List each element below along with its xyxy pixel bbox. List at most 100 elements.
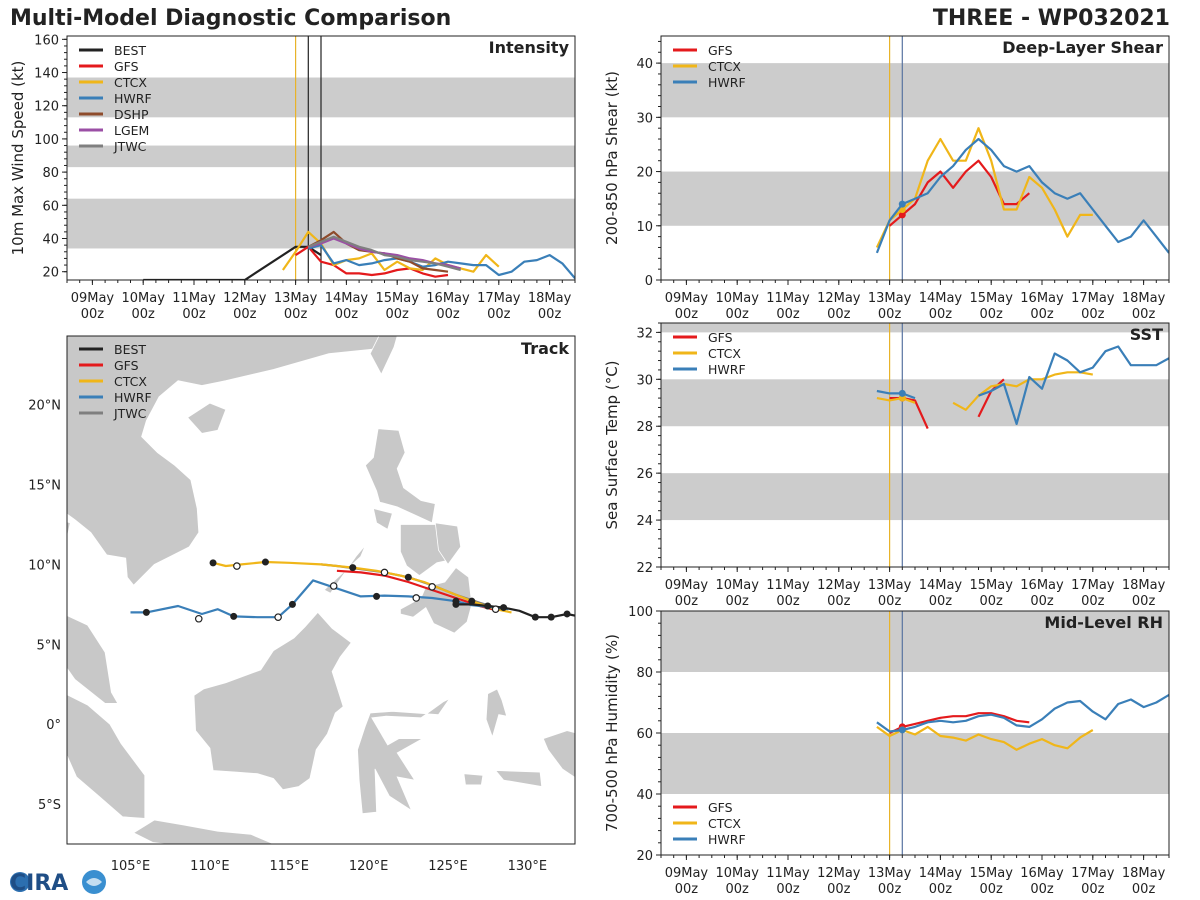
track-marker-best bbox=[531, 613, 539, 621]
shear-xtick-day: 13May bbox=[868, 291, 912, 306]
land-palawan bbox=[323, 545, 366, 594]
sst-legend-label-hwrf: HWRF bbox=[708, 362, 746, 377]
rh-legend-label-ctcx: CTCX bbox=[708, 816, 741, 831]
land-borneo bbox=[193, 611, 352, 791]
sst-title: SST bbox=[1130, 325, 1163, 344]
land-buru bbox=[463, 773, 484, 786]
shear-series-group bbox=[875, 127, 1169, 254]
track-marker-ctcx bbox=[209, 559, 217, 567]
track-marker-hollow-ctcx bbox=[233, 562, 241, 570]
sst-series-gfs-seg0 bbox=[889, 397, 929, 430]
shear-xtick-hour: 00z bbox=[776, 307, 800, 322]
land-sulawesi bbox=[357, 698, 450, 815]
shear-xtick-hour: 00z bbox=[929, 307, 953, 322]
intensity-legend-label-best: BEST bbox=[114, 43, 146, 58]
shear-xtick-day: 09May bbox=[665, 291, 709, 306]
sst-xtick-day: 14May bbox=[919, 578, 963, 593]
sst-series-group bbox=[876, 345, 1169, 430]
track-marker-best bbox=[484, 602, 492, 610]
land-luzon bbox=[364, 428, 436, 524]
intensity-legend-label-ctcx: CTCX bbox=[114, 75, 147, 90]
rh-legend-label-hwrf: HWRF bbox=[708, 832, 746, 847]
shear-xtick-day: 16May bbox=[1020, 291, 1064, 306]
track-xtick-label: 105°E bbox=[111, 859, 151, 874]
shear-xtick-day: 15May bbox=[969, 291, 1013, 306]
track-ytick-label: 5°N bbox=[37, 638, 62, 653]
intensity-xtick-day: 10May bbox=[121, 291, 165, 306]
sst-series-ctcx-seg1 bbox=[952, 371, 1093, 411]
intensity-xtick-hour: 00z bbox=[233, 307, 257, 322]
shear-ytick-label: 40 bbox=[636, 57, 653, 72]
shear-band-1 bbox=[661, 63, 1169, 118]
intensity-xtick-day: 14May bbox=[325, 291, 369, 306]
sst-band-0 bbox=[661, 473, 1169, 521]
intensity-ytick-label: 20 bbox=[42, 266, 59, 281]
intensity-xtick-day: 12May bbox=[223, 291, 267, 306]
land-halmahera bbox=[485, 688, 508, 739]
sst-series-hwrf-seg1 bbox=[978, 345, 1169, 425]
track-marker-hollow-hwrf bbox=[194, 614, 203, 623]
sst-xtick-hour: 00z bbox=[980, 594, 1004, 609]
track-marker-ctcx bbox=[349, 564, 357, 572]
shear-xtick-day: 12May bbox=[817, 291, 861, 306]
page-title: Multi-Model Diagnostic Comparison bbox=[10, 6, 452, 31]
shear-ytick-label: 20 bbox=[636, 166, 653, 181]
shear-legend-label-ctcx: CTCX bbox=[708, 59, 741, 74]
intensity-xtick-day: 16May bbox=[426, 291, 470, 306]
track-marker-ctcx bbox=[404, 573, 412, 581]
shear-panel: 01020304009May00z10May00z11May00z12May00… bbox=[603, 35, 1170, 322]
rh-xtick-hour: 00z bbox=[929, 882, 953, 897]
sst-panel: 22242628303209May00z10May00z11May00z12Ma… bbox=[603, 322, 1170, 609]
intensity-legend-label-lgem: LGEM bbox=[114, 123, 149, 138]
sst-xtick-day: 12May bbox=[817, 578, 861, 593]
track-ytick-label: 10°N bbox=[28, 558, 61, 573]
intensity-xtick-hour: 00z bbox=[182, 307, 206, 322]
sst-legend-label-gfs: GFS bbox=[708, 330, 733, 345]
track-marker-hollow-ctcx bbox=[491, 605, 500, 613]
rh-xtick-hour: 00z bbox=[1030, 882, 1054, 897]
track-ytick-label: 0° bbox=[46, 718, 61, 733]
track-xtick-label: 125°E bbox=[428, 859, 468, 874]
track-land-group bbox=[67, 336, 575, 844]
track-marker-hwrf bbox=[288, 600, 296, 608]
intensity-series-jtwc bbox=[307, 235, 461, 272]
rh-marker-hwrf bbox=[898, 726, 906, 734]
sst-xtick-hour: 00z bbox=[929, 594, 953, 609]
sst-xtick-hour: 00z bbox=[776, 594, 800, 609]
storm-name: THREE - WP032021 bbox=[932, 6, 1170, 31]
intensity-xtick-day: 15May bbox=[375, 291, 419, 306]
intensity-xtick-day: 11May bbox=[172, 291, 216, 306]
track-marker-best bbox=[563, 610, 571, 618]
sst-ytick-label: 22 bbox=[636, 561, 653, 576]
cira-logo: CIRA bbox=[10, 870, 106, 896]
track-marker-hollow-ctcx bbox=[428, 583, 436, 591]
rh-series-gfs bbox=[889, 712, 1030, 734]
shear-marker-gfs bbox=[898, 211, 906, 219]
track-marker-hollow-best bbox=[580, 614, 586, 620]
rh-xtick-day: 10May bbox=[715, 866, 759, 881]
intensity-ylabel: 10m Max Wind Speed (kt) bbox=[9, 61, 27, 256]
shear-xtick-day: 10May bbox=[715, 291, 759, 306]
sst-series-ctcx-seg0 bbox=[876, 397, 916, 404]
shear-xtick-hour: 00z bbox=[1132, 307, 1156, 322]
shear-marker-hwrf bbox=[898, 200, 906, 208]
intensity-ytick-label: 140 bbox=[34, 67, 59, 82]
track-ytick-label: 15°N bbox=[28, 479, 61, 494]
intensity-panel: 2040608010012014016009May00z10May00z11Ma… bbox=[9, 33, 576, 322]
sst-xtick-hour: 00z bbox=[878, 594, 902, 609]
shear-xtick-hour: 00z bbox=[675, 307, 699, 322]
rh-series-hwrf bbox=[876, 693, 1169, 733]
sst-xtick-day: 16May bbox=[1020, 578, 1064, 593]
shear-xtick-day: 17May bbox=[1071, 291, 1115, 306]
sst-xtick-day: 09May bbox=[665, 578, 709, 593]
track-marker-best bbox=[452, 600, 460, 608]
track-marker-hwrf bbox=[373, 592, 381, 600]
intensity-xtick-day: 09May bbox=[71, 291, 115, 306]
shear-xtick-day: 14May bbox=[919, 291, 963, 306]
track-ytick-label: 5°S bbox=[38, 798, 61, 813]
track-series-group bbox=[130, 558, 586, 623]
sst-ytick-label: 28 bbox=[636, 420, 653, 435]
intensity-xtick-day: 17May bbox=[477, 291, 521, 306]
land-indochina bbox=[67, 336, 382, 586]
land-seram bbox=[494, 770, 543, 787]
